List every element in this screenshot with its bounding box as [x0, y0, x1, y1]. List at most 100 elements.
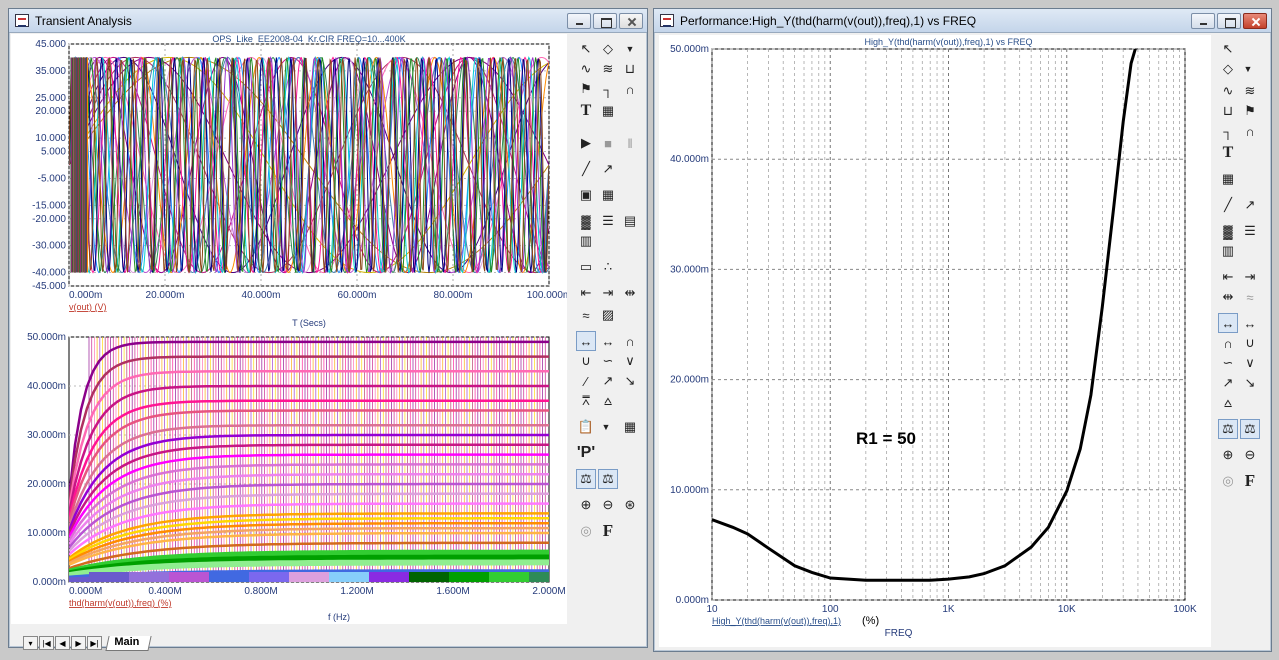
line-icon[interactable]: ╱: [1224, 197, 1232, 212]
dotted-grid-icon[interactable]: ▥: [579, 233, 593, 248]
tab-prev-button[interactable]: ◀: [55, 636, 70, 650]
slope-icon[interactable]: ∕: [584, 373, 588, 389]
zoom-fit-icon[interactable]: ⊛: [624, 497, 636, 512]
tracker-icon[interactable]: ⊔: [624, 61, 636, 76]
close-button[interactable]: [1243, 13, 1267, 29]
scale-x-icon[interactable]: ⚖: [1218, 419, 1238, 439]
tracker-icon[interactable]: ⊔: [1222, 103, 1234, 118]
peak-icon[interactable]: ∩: [1223, 335, 1233, 351]
dimension-line-icon[interactable]: ↗: [1244, 197, 1256, 212]
horizontal-bars-icon[interactable]: ☰: [602, 213, 614, 228]
zoom-in-icon[interactable]: ⊕: [1222, 447, 1234, 462]
curves-icon[interactable]: ≈: [582, 307, 590, 323]
cursor-left-icon[interactable]: ⇤: [580, 285, 592, 300]
valley-multi-icon[interactable]: ∨: [1245, 355, 1255, 370]
slope-up-icon[interactable]: ↗: [602, 373, 614, 388]
font-icon[interactable]: F: [602, 521, 614, 540]
horizontal-bars-icon[interactable]: ☰: [1244, 223, 1256, 238]
peak-icon[interactable]: ∩: [625, 81, 635, 97]
vertical-bars-icon[interactable]: ▓: [581, 213, 591, 229]
zoom-out-icon[interactable]: ⊖: [1244, 447, 1256, 462]
cursor-right-icon[interactable]: ⇥: [602, 285, 614, 300]
cursor-both-icon[interactable]: ⇹: [1222, 289, 1234, 304]
curve-tool-icon[interactable]: ∿: [1222, 83, 1234, 98]
run-icon[interactable]: ▶: [581, 135, 591, 150]
step-icon[interactable]: ┐: [603, 81, 613, 97]
font-icon[interactable]: F: [1244, 471, 1256, 490]
scale-x-icon[interactable]: ⚖: [576, 469, 596, 489]
dimension-line-icon[interactable]: ↗: [602, 161, 614, 176]
slope-up-icon[interactable]: ↗: [1222, 375, 1234, 390]
valley-multi-icon[interactable]: ∨: [625, 353, 635, 368]
maximize-button[interactable]: [1217, 13, 1241, 29]
peak-icon[interactable]: ∩: [625, 333, 635, 349]
paste-icon[interactable]: 📋: [577, 419, 595, 434]
cursor-left-icon[interactable]: ⇤: [1222, 269, 1234, 284]
scale-y-icon[interactable]: ⚖: [598, 469, 618, 489]
scatter-icon[interactable]: ∴: [603, 259, 613, 274]
text-icon[interactable]: T: [580, 102, 592, 119]
shapes-icon[interactable]: ◇: [1223, 61, 1233, 76]
valley-icon[interactable]: ∪: [581, 353, 591, 368]
step-icon[interactable]: ┐: [1223, 123, 1233, 139]
dropdown-arrow-icon[interactable]: ▼: [601, 422, 611, 432]
tab-main[interactable]: Main: [105, 635, 152, 651]
peak-right-icon[interactable]: ↔: [1243, 315, 1257, 331]
transient-titlebar[interactable]: Transient Analysis: [9, 9, 647, 33]
tab-next-button[interactable]: ▶: [71, 636, 86, 650]
peak-left-icon[interactable]: ↔: [1218, 313, 1238, 333]
properties-icon[interactable]: ▦: [1221, 171, 1235, 186]
tab-menu-button[interactable]: ▾: [23, 636, 38, 650]
close-button[interactable]: [619, 13, 643, 29]
cursor-right-icon[interactable]: ⇥: [1244, 269, 1256, 284]
transient-plot-area[interactable]: OPS_Like_EE2008-04_Kr.CIR FREQ=10...400K…: [11, 34, 567, 624]
table-view-icon[interactable]: ▦: [623, 419, 637, 434]
view-3d-icon[interactable]: ◎: [1222, 473, 1234, 488]
high-icon[interactable]: ⩞: [582, 393, 590, 408]
text-icon[interactable]: T: [1222, 144, 1234, 161]
peak-multi-icon[interactable]: ∽: [1222, 355, 1234, 370]
minimize-button[interactable]: [567, 13, 591, 29]
peak-left-icon[interactable]: ↔: [576, 331, 596, 351]
peak-multi-icon[interactable]: ∽: [602, 353, 614, 368]
vertical-bars-icon[interactable]: ▓: [1223, 223, 1233, 239]
point-tag-icon[interactable]: 'P': [576, 444, 596, 461]
dropdown-arrow-icon[interactable]: ▼: [625, 44, 635, 54]
line-icon[interactable]: ╱: [582, 161, 590, 176]
peak-icon[interactable]: ∩: [1245, 123, 1255, 139]
slope-down-icon[interactable]: ↘: [1244, 375, 1256, 390]
flag-icon[interactable]: ⚑: [1244, 103, 1256, 118]
cursor-both-icon[interactable]: ⇹: [624, 285, 636, 300]
low-icon[interactable]: ⩟: [604, 393, 612, 408]
scale-y-icon[interactable]: ⚖: [1240, 419, 1260, 439]
valley-icon[interactable]: ∪: [1245, 335, 1255, 350]
performance-titlebar[interactable]: Performance:High_Y(thd(harm(v(out)),freq…: [654, 9, 1271, 33]
grid-icon[interactable]: ▦: [601, 187, 615, 202]
waveform-icon[interactable]: ≋: [602, 61, 614, 76]
slope-down-icon[interactable]: ↘: [624, 373, 636, 388]
zoom-out-icon[interactable]: ⊖: [602, 497, 614, 512]
dotted-grid-icon[interactable]: ▥: [1221, 243, 1235, 258]
select-arrow-icon[interactable]: ↖: [580, 41, 592, 56]
maximize-button[interactable]: [593, 13, 617, 29]
zoom-box-icon[interactable]: ▨: [601, 307, 615, 322]
shapes-icon[interactable]: ◇: [603, 41, 613, 56]
performance-plot-area[interactable]: High_Y(thd(harm(v(out)),freq),1) vs FREQ…: [659, 35, 1211, 647]
high-low-icon[interactable]: ⩟: [1224, 395, 1232, 410]
pause-icon[interactable]: ‖: [627, 135, 633, 151]
curve-tool-icon[interactable]: ∿: [580, 61, 592, 76]
minimize-button[interactable]: [1191, 13, 1215, 29]
select-arrow-icon[interactable]: ↖: [1222, 41, 1234, 56]
stop-icon[interactable]: ■: [604, 135, 612, 151]
flag-icon[interactable]: ⚑: [580, 81, 592, 96]
dropdown-arrow-icon[interactable]: ▼: [1243, 64, 1253, 74]
panel-icon[interactable]: ▭: [579, 259, 593, 274]
grid-box-icon[interactable]: ▣: [579, 187, 593, 202]
peak-right-icon[interactable]: ↔: [601, 333, 615, 349]
properties-icon[interactable]: ▦: [601, 103, 615, 118]
table-icon[interactable]: ▤: [623, 213, 637, 228]
tab-last-button[interactable]: ▶|: [87, 636, 102, 650]
curves-icon[interactable]: ≈: [1246, 289, 1254, 305]
view-3d-icon[interactable]: ◎: [580, 523, 592, 538]
zoom-in-icon[interactable]: ⊕: [580, 497, 592, 512]
